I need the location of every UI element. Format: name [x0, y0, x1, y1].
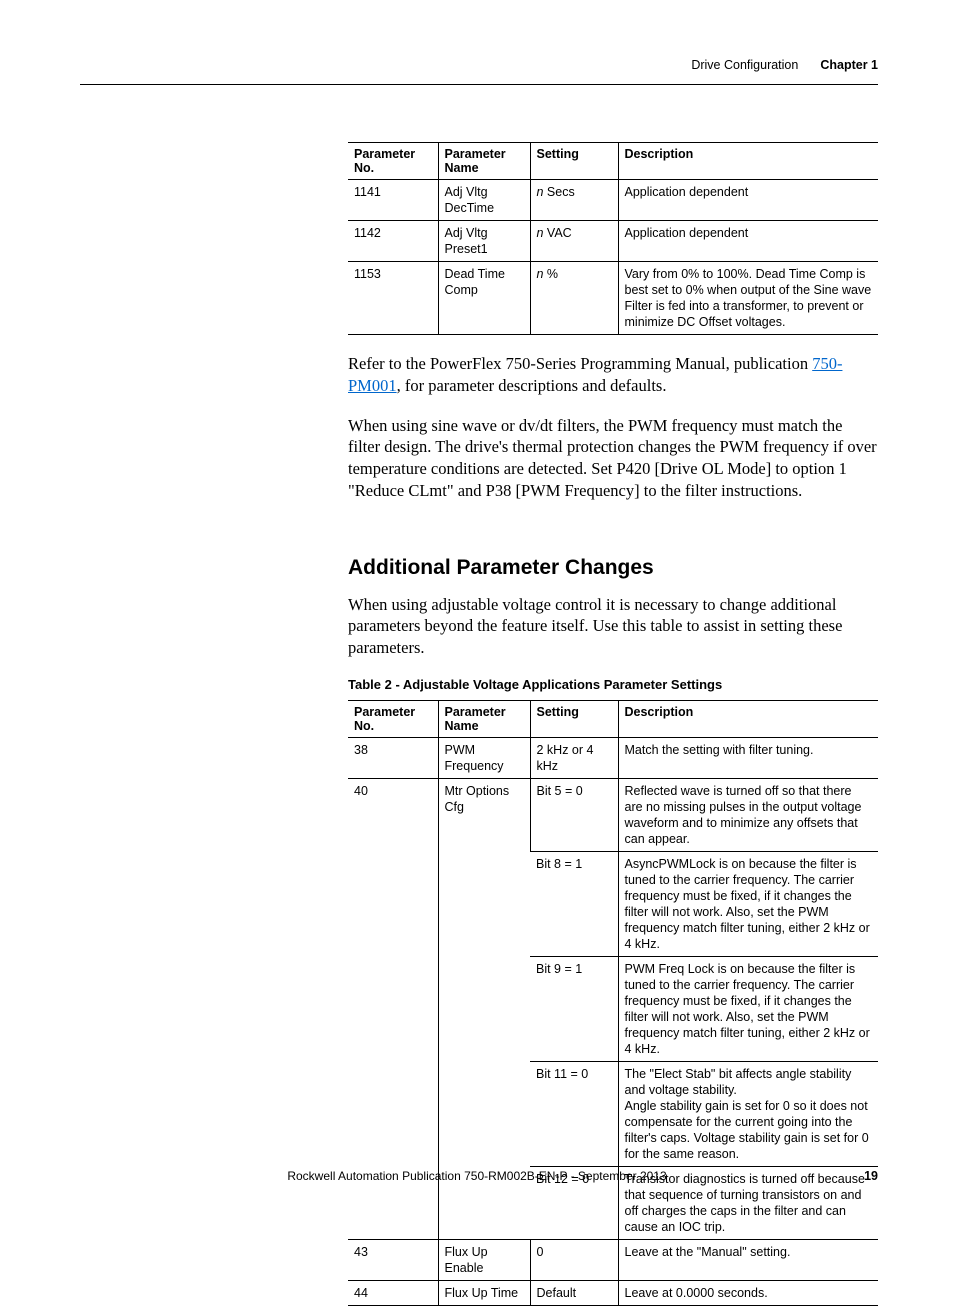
- cell-description: Application dependent: [618, 221, 878, 262]
- cell-param-name: PWM Frequency: [438, 737, 530, 778]
- header-chapter: Chapter 1: [820, 58, 878, 72]
- cell-param-name: Flux Up Time: [438, 1280, 530, 1305]
- para-text: Refer to the PowerFlex 750-Series Progra…: [348, 354, 812, 373]
- cell-setting: 0: [530, 1239, 618, 1280]
- cell-setting: Bit 11 = 0: [530, 1061, 618, 1166]
- cell-description: PWM Freq Lock is on because the filter i…: [618, 956, 878, 1061]
- table-caption: Table 2 - Adjustable Voltage Application…: [348, 677, 878, 692]
- cell-param-name: Adj Vltg Preset1: [438, 221, 530, 262]
- cell-setting: n %: [530, 262, 618, 335]
- cell-param-name: Adj Vltg DecTime: [438, 180, 530, 221]
- col-header: Description: [618, 700, 878, 737]
- cell-setting: Bit 9 = 1: [530, 956, 618, 1061]
- col-header: Setting: [530, 700, 618, 737]
- cell-setting: 2 kHz or 4 kHz: [530, 737, 618, 778]
- cell-description: AsyncPWMLock is on because the filter is…: [618, 851, 878, 956]
- cell-param-name: Dead Time Comp: [438, 262, 530, 335]
- cell-param-no: 38: [348, 737, 438, 778]
- cell-description: Leave at 0.0000 seconds.: [618, 1280, 878, 1305]
- cell-param-no: 1142: [348, 221, 438, 262]
- col-header: Description: [618, 143, 878, 180]
- footer-page-number: 19: [864, 1169, 878, 1183]
- body-paragraph: When using sine wave or dv/dt filters, t…: [348, 415, 878, 502]
- parameter-table-1: Parameter No. Parameter Name Setting Des…: [348, 142, 878, 335]
- cell-description: Application dependent: [618, 180, 878, 221]
- footer-publication: Rockwell Automation Publication 750-RM00…: [0, 1169, 954, 1183]
- cell-setting: Default: [530, 1280, 618, 1305]
- cell-param-no: 44: [348, 1280, 438, 1305]
- cell-param-no: 43: [348, 1239, 438, 1280]
- body-paragraph: Refer to the PowerFlex 750-Series Progra…: [348, 353, 878, 397]
- para-text: , for parameter descriptions and default…: [397, 376, 667, 395]
- header-section-title: Drive Configuration: [691, 58, 798, 72]
- cell-setting: Bit 8 = 1: [530, 851, 618, 956]
- col-header: Parameter Name: [438, 700, 530, 737]
- col-header: Setting: [530, 143, 618, 180]
- page-content: Drive Configuration Chapter 1 Parameter …: [0, 0, 954, 1306]
- cell-setting: Bit 5 = 0: [530, 778, 618, 851]
- cell-description: Reflected wave is turned off so that the…: [618, 778, 878, 851]
- cell-setting: n Secs: [530, 180, 618, 221]
- col-header: Parameter No.: [348, 700, 438, 737]
- col-header: Parameter No.: [348, 143, 438, 180]
- cell-description: Vary from 0% to 100%. Dead Time Comp is …: [618, 262, 878, 335]
- cell-description: Match the setting with filter tuning.: [618, 737, 878, 778]
- col-header: Parameter Name: [438, 143, 530, 180]
- section-heading: Additional Parameter Changes: [348, 556, 878, 580]
- header-rule: [80, 84, 878, 85]
- cell-description: The "Elect Stab" bit affects angle stabi…: [618, 1061, 878, 1166]
- cell-param-name: Flux Up Enable: [438, 1239, 530, 1280]
- cell-param-no: 1141: [348, 180, 438, 221]
- page-header: Drive Configuration Chapter 1: [348, 58, 878, 80]
- cell-param-no: 1153: [348, 262, 438, 335]
- body-paragraph: When using adjustable voltage control it…: [348, 594, 878, 659]
- parameter-table-2: Parameter No. Parameter Name Setting Des…: [348, 700, 878, 1306]
- cell-description: Leave at the "Manual" setting.: [618, 1239, 878, 1280]
- cell-setting: n VAC: [530, 221, 618, 262]
